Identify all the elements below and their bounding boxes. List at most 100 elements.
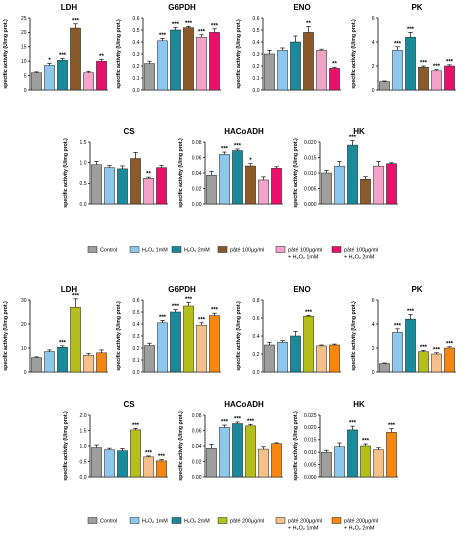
y-tick-label: 0.02 <box>192 459 202 465</box>
bar <box>329 68 340 91</box>
significance-marker: *** <box>72 293 80 299</box>
significance-marker: *** <box>159 33 167 39</box>
panel-title: ENO <box>293 285 310 294</box>
significance-marker: *** <box>433 347 441 353</box>
y-tick-label: 0.000 <box>304 475 317 481</box>
significance-marker: *** <box>234 416 242 422</box>
y-tick-label: 0.010 <box>304 171 317 177</box>
y-tick-label: 0.3 <box>133 52 140 58</box>
bar <box>232 150 243 205</box>
y-tick-label: 0.3 <box>133 334 140 340</box>
significance-marker: *** <box>433 64 441 70</box>
bar <box>70 27 81 91</box>
bar <box>290 335 301 373</box>
bar <box>170 29 181 91</box>
y-tick-label: 0.1 <box>253 76 260 82</box>
bar <box>334 165 345 205</box>
legend-label: H₂O₂ 1mM <box>142 519 168 525</box>
legend-swatch <box>217 246 228 253</box>
y-tick-label: 0 <box>24 88 27 94</box>
bar <box>303 32 314 91</box>
y-tick-label: 0.015 <box>304 155 317 161</box>
significance-marker: *** <box>158 454 166 460</box>
y-axis-label: specific activity (U/mg prot.) <box>351 301 357 371</box>
bar <box>57 60 68 91</box>
bar <box>57 347 68 373</box>
bar <box>321 172 332 205</box>
legend-label-line2: + H₂O₂ 1mM <box>288 526 319 532</box>
bar <box>31 357 42 373</box>
legend-swatch <box>171 517 182 524</box>
legend-swatch <box>275 246 286 253</box>
y-tick-label: 0.3 <box>253 52 260 58</box>
significance-marker: *** <box>247 419 255 425</box>
significance-marker: *** <box>59 53 67 59</box>
legend-label: pâté 200µg/ml <box>230 519 264 525</box>
bar <box>431 70 442 91</box>
y-tick-label: 0.2 <box>253 352 260 358</box>
bar <box>206 175 217 205</box>
y-tick-label: 4 <box>372 40 375 46</box>
bar <box>418 351 429 373</box>
y-tick-label: 0.00 <box>192 202 202 208</box>
y-axis-label: specific activity (U/mg prot.) <box>178 138 184 208</box>
bar <box>144 63 155 91</box>
significance-marker: *** <box>349 421 357 427</box>
y-tick-label: 0.005 <box>304 186 317 192</box>
bar <box>431 353 442 373</box>
bar <box>183 305 194 373</box>
significance-marker: *** <box>388 423 396 429</box>
y-tick-label: 0.8 <box>253 298 260 304</box>
significance-marker: *** <box>211 23 219 29</box>
significance-marker: *** <box>221 147 229 153</box>
y-tick-label: 1.0 <box>80 444 87 450</box>
y-tick-label: 0.5 <box>80 181 87 187</box>
bar <box>334 446 345 478</box>
bar <box>245 165 256 205</box>
y-tick-label: 0.0 <box>80 202 87 208</box>
bar <box>271 168 282 205</box>
bar <box>347 429 358 478</box>
y-tick-label: 0.06 <box>192 155 202 161</box>
y-tick-label: 0.2 <box>253 64 260 70</box>
significance-marker: *** <box>407 27 415 33</box>
y-tick-label: 0.0 <box>253 88 260 94</box>
significance-marker: ** <box>306 21 311 27</box>
significance-marker: *** <box>446 59 454 65</box>
y-axis-label: specific activity (U/mg prot.) <box>63 138 69 208</box>
significance-marker: *** <box>172 304 180 310</box>
panel-title: ENO <box>293 3 310 12</box>
y-tick-label: 20 <box>21 30 27 36</box>
significance-marker: *** <box>394 41 402 47</box>
y-tick-label: 0.005 <box>304 462 317 468</box>
legend-swatch <box>129 246 140 253</box>
y-tick-label: 0.1 <box>133 358 140 364</box>
bar <box>245 425 256 478</box>
y-axis-label: specific activity (U/mg prot.) <box>178 411 184 481</box>
significance-marker: *** <box>234 143 242 149</box>
y-tick-label: 0.5 <box>80 459 87 465</box>
y-tick-label: 0.08 <box>192 140 202 146</box>
panel-title: HACoADH <box>224 400 264 409</box>
bar <box>96 352 107 373</box>
bar <box>219 427 230 478</box>
bar <box>70 306 81 373</box>
panel-title: PK <box>411 285 422 294</box>
y-tick-label: 2.0 <box>80 413 87 419</box>
bar <box>44 65 55 91</box>
bar <box>219 154 230 205</box>
bar <box>379 363 390 373</box>
significance-marker: *** <box>446 341 454 347</box>
significance-marker: *** <box>221 420 229 426</box>
bar <box>373 449 384 478</box>
y-tick-label: 0.0 <box>253 370 260 376</box>
bar <box>130 429 141 478</box>
y-tick-label: 0.4 <box>133 322 140 328</box>
y-tick-label: 1.5 <box>80 428 87 434</box>
y-tick-label: 0.020 <box>304 140 317 146</box>
bar <box>386 432 397 478</box>
bar <box>156 460 167 478</box>
y-axis-label: specific activity (U/mg prot.) <box>116 301 122 371</box>
bar <box>379 81 390 91</box>
y-tick-label: 1.0 <box>80 160 87 166</box>
